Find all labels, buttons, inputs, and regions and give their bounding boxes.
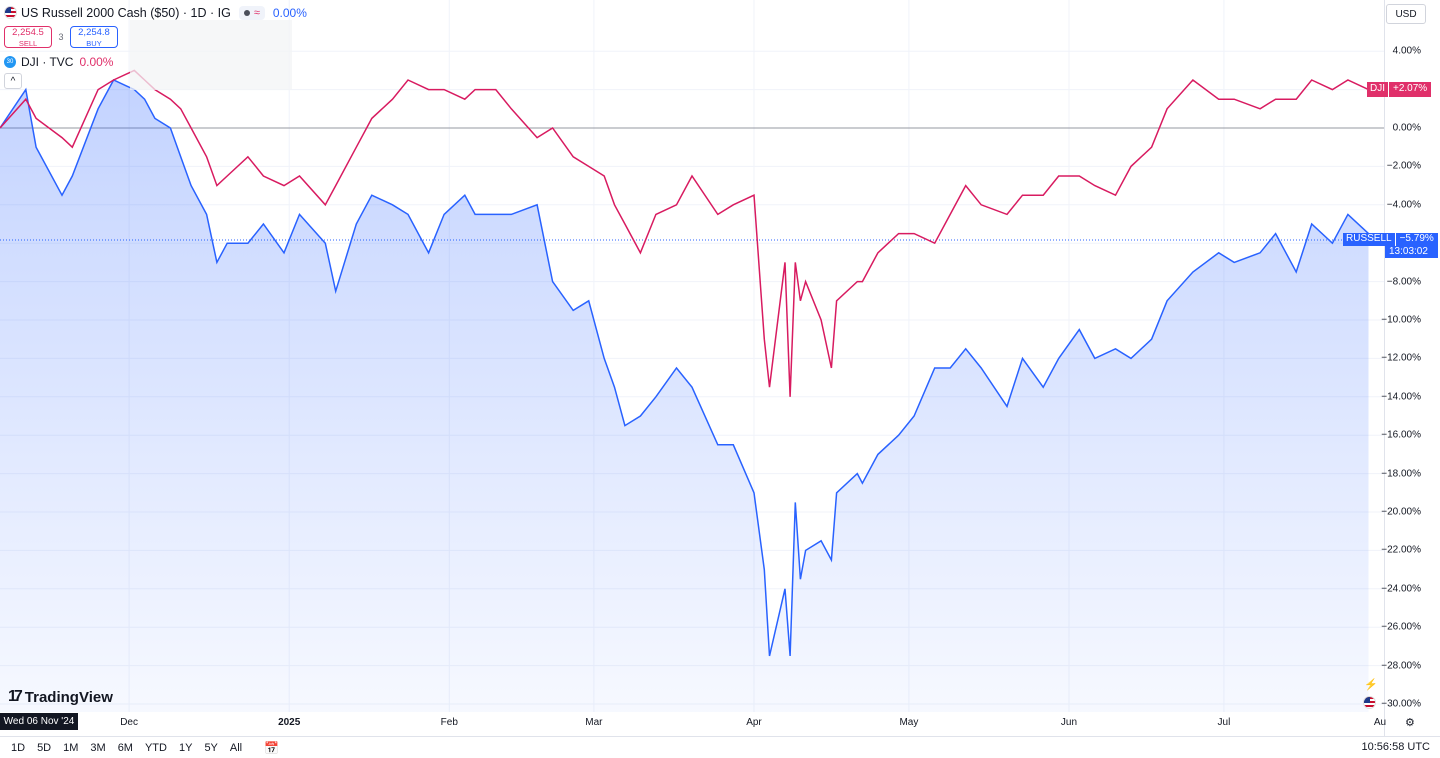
y-tick-label: 4.00%: [1392, 45, 1421, 57]
sell-button[interactable]: 2,254.5 SELL: [4, 26, 52, 48]
x-tick-label: Feb: [440, 717, 458, 728]
x-tick-label: 2025: [278, 717, 301, 728]
y-tick-label: 0.00%: [1392, 122, 1421, 134]
range-1m[interactable]: 1M: [63, 741, 79, 754]
range-6m[interactable]: 6M: [117, 741, 133, 754]
tradingview-logo[interactable]: 17 TradingView: [8, 688, 113, 706]
x-tick-label: Dec: [120, 717, 138, 728]
dji-logo-icon: 30: [4, 55, 16, 68]
y-tick-label: −8.00%: [1386, 276, 1421, 288]
collapse-legend-icon[interactable]: ^: [4, 73, 22, 89]
crosshair-date: Wed 06 Nov '24: [0, 713, 78, 730]
spread-value: 3: [58, 32, 64, 42]
approx-icon: ≈: [253, 6, 260, 19]
y-tick-label: −18.00%: [1381, 468, 1421, 480]
market-status-dot-icon: [243, 9, 250, 16]
range-5d[interactable]: 5D: [37, 741, 52, 754]
x-tick-label: Apr: [746, 717, 762, 728]
sell-price: 2,254.5: [12, 27, 44, 38]
x-tick-label: Jun: [1060, 717, 1078, 728]
russell-tag-name: RUSSELL: [1343, 233, 1395, 246]
y-tick-label: −14.00%: [1381, 391, 1421, 403]
y-tick-label: −16.00%: [1381, 429, 1421, 441]
range-1d[interactable]: 1D: [11, 741, 26, 754]
us-flag-icon: [4, 6, 17, 19]
market-status-pill[interactable]: ≈: [238, 5, 265, 20]
symbol-title[interactable]: US Russell 2000 Cash ($50) · 1D · IG: [21, 5, 231, 20]
chart-legend: US Russell 2000 Cash ($50) · 1D · IG ≈ 0…: [4, 4, 307, 89]
russell-area: [0, 80, 1369, 712]
y-tick-label: −4.00%: [1386, 199, 1421, 211]
compare-row[interactable]: 30 DJI · TVC 0.00%: [4, 53, 307, 70]
dji-tag-name: DJI: [1367, 82, 1388, 97]
y-tick-label: −22.00%: [1381, 544, 1421, 556]
symbol-change: 0.00%: [272, 5, 307, 20]
y-tick-label: −24.00%: [1381, 583, 1421, 595]
y-tick-label: −20.00%: [1381, 506, 1421, 518]
lightning-icon[interactable]: ⚡: [1364, 679, 1378, 691]
compare-symbol: DJI · TVC: [21, 54, 74, 69]
buy-price: 2,254.8: [78, 27, 110, 38]
dji-price-tag: DJI +2.07%: [1367, 82, 1432, 97]
utc-clock[interactable]: 10:56:58 UTC: [1361, 741, 1430, 753]
y-tick-label: −30.00%: [1381, 698, 1421, 710]
y-tick-label: −2.00%: [1386, 160, 1421, 172]
range-ytd[interactable]: YTD: [144, 741, 167, 754]
settings-gear-icon[interactable]: ⚙: [1405, 717, 1415, 729]
y-tick-label: −28.00%: [1381, 660, 1421, 672]
compare-change: 0.00%: [79, 54, 114, 69]
y-tick-label: −10.00%: [1381, 314, 1421, 326]
us-flag-small-icon: [1363, 696, 1376, 709]
bottom-toolbar: 1D 5D 1M 3M 6M YTD 1Y 5Y All 📅 10:56:58 …: [0, 736, 1440, 758]
range-3m[interactable]: 3M: [90, 741, 106, 754]
sell-label: SELL: [18, 39, 38, 48]
range-5y[interactable]: 5Y: [204, 741, 218, 754]
y-tick-label: −12.00%: [1381, 352, 1421, 364]
dji-tag-value: +2.07%: [1389, 82, 1432, 97]
x-tick-label: May: [899, 717, 919, 728]
dji-series-line: [0, 69, 1369, 397]
russell-tag-value: −5.79%: [1395, 233, 1438, 246]
range-1y[interactable]: 1Y: [178, 741, 193, 754]
bar-countdown: 13:03:02: [1385, 246, 1438, 258]
tradingview-mark-icon: 17: [8, 688, 23, 705]
price-axis-border: [1384, 0, 1385, 736]
x-tick-label: Mar: [585, 717, 603, 728]
x-tick-label: Jul: [1217, 717, 1231, 728]
russell-series-line: [0, 79, 1370, 657]
buy-button[interactable]: 2,254.8 BUY: [70, 26, 118, 48]
y-tick-label: −26.00%: [1381, 621, 1421, 633]
russell-price-tag: RUSSELL −5.79% 13:03:02: [1343, 233, 1438, 258]
trade-buttons: 2,254.5 SELL 3 2,254.8 BUY: [4, 24, 307, 50]
range-all[interactable]: All: [229, 741, 243, 754]
calendar-icon[interactable]: 📅: [264, 740, 280, 755]
currency-selector[interactable]: USD: [1386, 4, 1426, 24]
x-tick-label: Au: [1373, 717, 1387, 728]
buy-label: BUY: [86, 39, 102, 48]
legend-overlay: [130, 20, 292, 90]
brand-name: TradingView: [24, 688, 113, 706]
